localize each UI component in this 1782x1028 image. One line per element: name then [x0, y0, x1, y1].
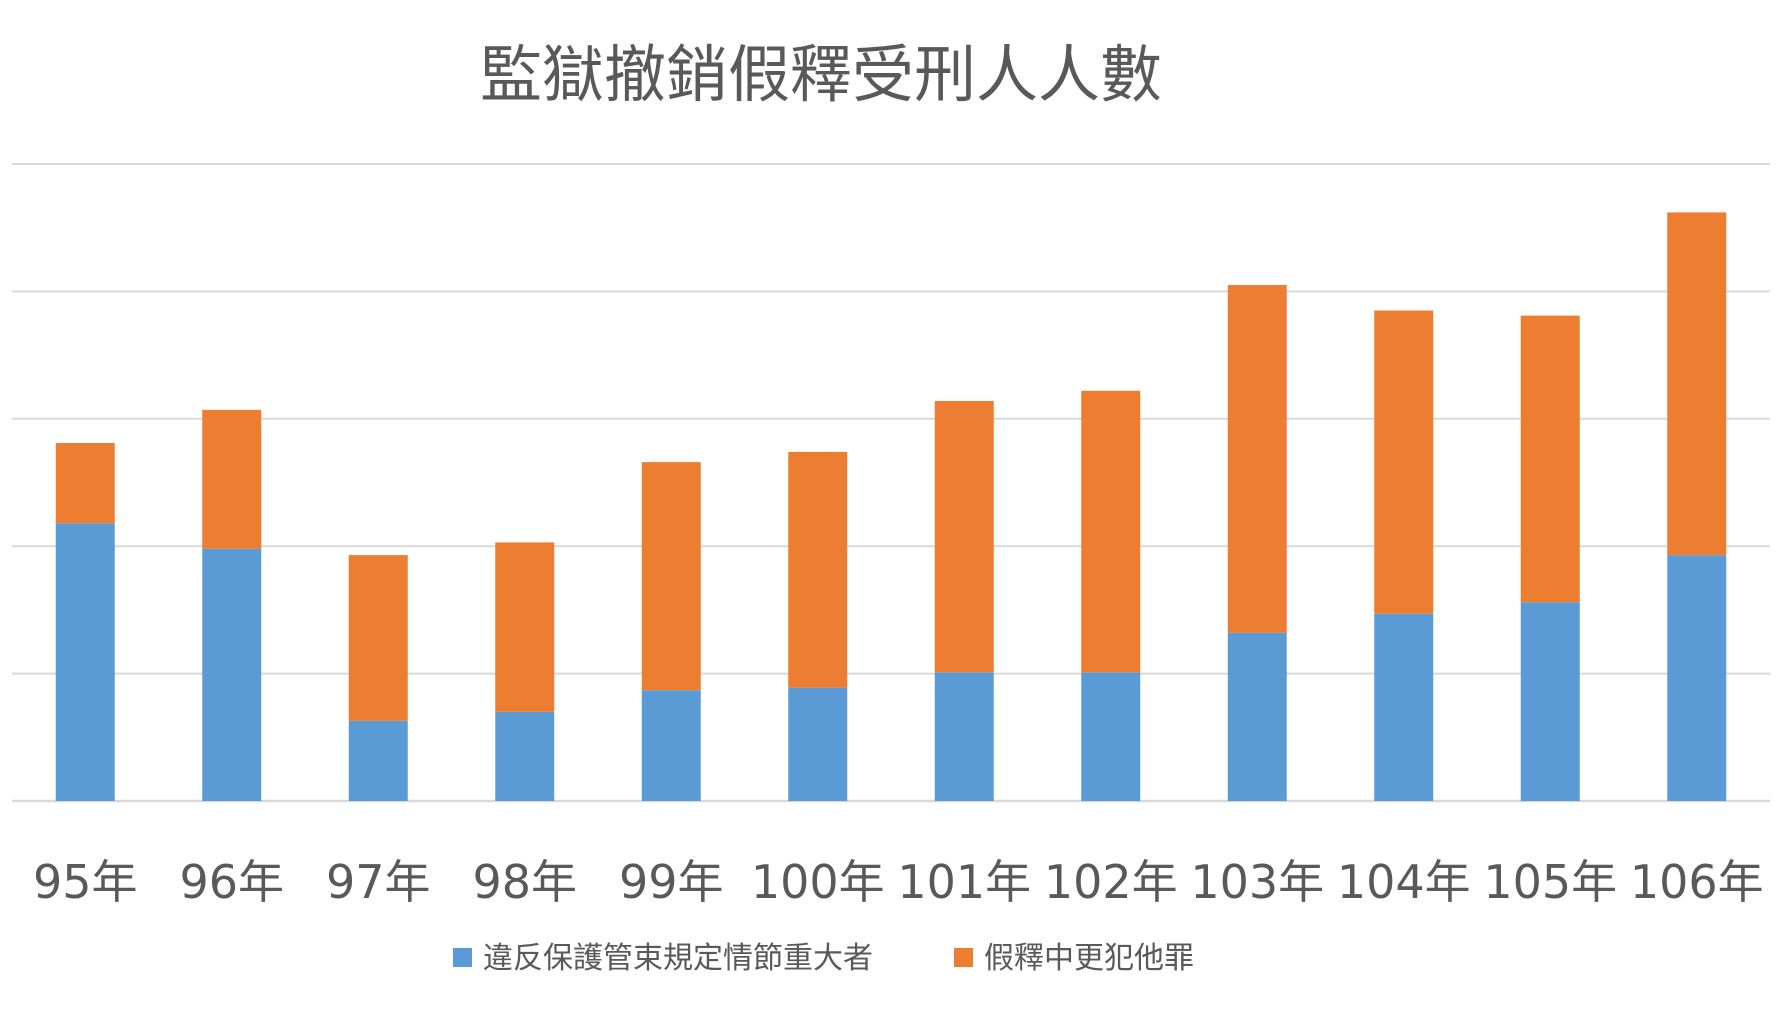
x-tick-label: 98年 — [472, 855, 577, 909]
bar-segment-new-crime — [55, 443, 115, 524]
bar-segment-violation — [1081, 672, 1141, 801]
bar-segment-new-crime — [1374, 310, 1434, 614]
bar-segment-violation — [1520, 602, 1580, 801]
bar-segment-new-crime — [1227, 285, 1287, 633]
bar-segment-new-crime — [1081, 390, 1141, 673]
bars — [55, 212, 1727, 801]
bar-segment-new-crime — [1667, 212, 1727, 556]
bar-segment-violation — [641, 690, 701, 801]
bar-segment-violation — [1227, 632, 1287, 801]
x-tick-label: 97年 — [326, 855, 431, 909]
bar-segment-violation — [788, 687, 848, 801]
bar-segment-new-crime — [934, 400, 994, 673]
legend-swatch — [954, 948, 973, 967]
x-tick-label: 95年 — [33, 855, 138, 909]
bar-segment-new-crime — [202, 409, 262, 549]
bar-segment-violation — [1374, 613, 1434, 801]
x-tick-label: 102年 — [1044, 855, 1178, 909]
gridlines — [12, 163, 1770, 803]
bar-segment-new-crime — [348, 555, 408, 721]
x-tick-label: 99年 — [619, 855, 724, 909]
x-tick-label: 103年 — [1190, 855, 1324, 909]
bar-segment-violation — [1667, 555, 1727, 801]
bar-segment-new-crime — [1520, 315, 1580, 603]
bar-segment-violation — [202, 548, 262, 801]
x-tick-label: 96年 — [179, 855, 284, 909]
bar-segment-violation — [934, 672, 994, 801]
x-tick-label: 104年 — [1337, 855, 1471, 909]
x-tick-label: 100年 — [751, 855, 885, 909]
legend-label: 假釋中更犯他罪 — [984, 941, 1194, 976]
bar-segment-violation — [55, 523, 115, 801]
bar-segment-violation — [495, 711, 555, 801]
x-tick-label: 105年 — [1483, 855, 1617, 909]
legend: 違反保護管束規定情節重大者 假釋中更犯他罪 — [453, 941, 1194, 976]
bar-segment-new-crime — [788, 451, 848, 688]
legend-swatch — [453, 948, 472, 967]
x-tick-label: 106年 — [1630, 855, 1764, 909]
bar-segment-new-crime — [641, 462, 701, 691]
x-tick-label: 101年 — [897, 855, 1031, 909]
chart-title: 監獄撤銷假釋受刑人人數 — [480, 38, 1162, 111]
bar-segment-violation — [348, 720, 408, 801]
legend-label: 違反保護管束規定情節重大者 — [483, 941, 873, 976]
bar-segment-new-crime — [495, 542, 555, 712]
x-tick-labels: 95年 96年 97年 98年 99年 100年 101年 102年 103年 104年 105年 1… — [33, 855, 1764, 909]
